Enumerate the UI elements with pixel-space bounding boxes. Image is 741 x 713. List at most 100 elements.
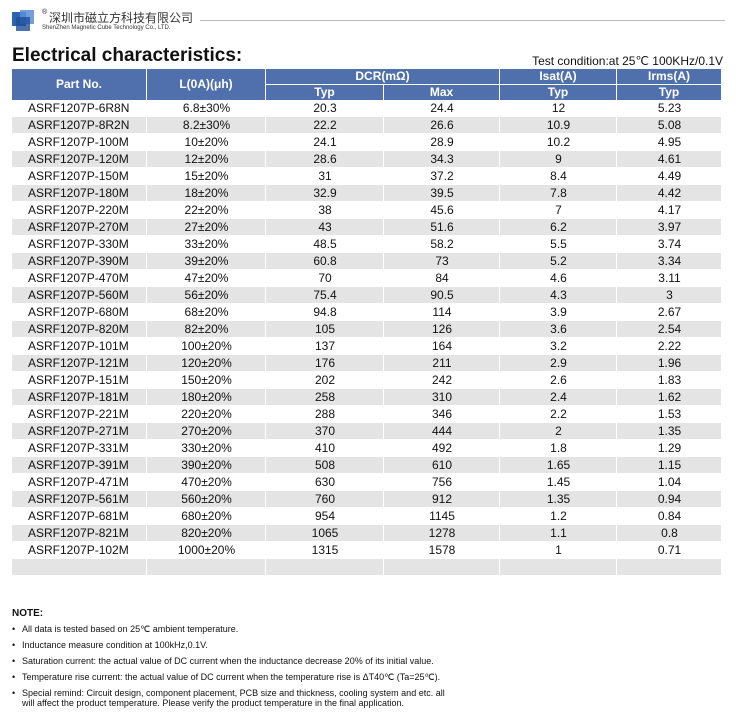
cell-value: 5.5 (550, 237, 567, 251)
cell-value: 4.6 (550, 271, 567, 285)
cell-value: 220±20% (181, 407, 232, 421)
row-shade (617, 559, 721, 575)
row-shade (266, 559, 383, 575)
cell-value: 2.54 (657, 322, 682, 336)
cell-value: 492 (431, 441, 453, 455)
cell-value: 3.6 (550, 322, 567, 336)
header-cell: L(0A)(μh) (147, 69, 265, 100)
title: Electrical characteristics: (12, 45, 243, 66)
cell-value: 31 (318, 169, 332, 183)
cell-value: 26.6 (430, 118, 454, 132)
cell-value: 56±20% (184, 288, 229, 302)
row-shade (147, 253, 265, 269)
cell-value: 288 (314, 407, 336, 421)
row-shade (12, 355, 146, 371)
part-number: ASRF1207P-680M (28, 305, 129, 319)
cell-value: 6.8±30% (182, 101, 231, 115)
part-number: ASRF1207P-560M (28, 288, 129, 302)
cell-value: 1.35 (657, 424, 682, 438)
cell-value: 3.34 (657, 254, 682, 268)
row-shade (12, 151, 146, 167)
row-shade (384, 151, 499, 167)
cell-value: 470±20% (181, 475, 232, 489)
cell-value: 2.22 (657, 339, 682, 353)
cell-value: 0.8 (661, 526, 678, 540)
cell-value: 37.2 (430, 169, 454, 183)
cell-value: 51.6 (430, 220, 454, 234)
row-shade (617, 457, 721, 473)
part-number: ASRF1207P-330M (28, 237, 129, 251)
note-item: Temperature rise current: the actual val… (12, 672, 452, 682)
cell-value: 2.67 (657, 305, 682, 319)
row-shade (12, 185, 146, 201)
row-shade (12, 389, 146, 405)
row-shade (147, 151, 265, 167)
cell-value: 126 (431, 322, 453, 336)
cell-value: 1.65 (546, 458, 571, 472)
cell-value: 346 (431, 407, 453, 421)
cell-value: 8.4 (550, 169, 567, 183)
cell-value: 211 (432, 356, 452, 370)
cell-value: 1065 (311, 526, 339, 540)
part-number: ASRF1207P-471M (28, 475, 129, 489)
cell-value: 75.4 (313, 288, 337, 302)
cell-value: 610 (431, 458, 453, 472)
part-number: ASRF1207P-470M (28, 271, 129, 285)
row-shade (12, 253, 146, 269)
cell-value: 0.71 (657, 543, 682, 557)
part-number: ASRF1207P-391M (28, 458, 129, 472)
part-number: ASRF1207P-120M (28, 152, 129, 166)
cell-value: 1.45 (546, 475, 571, 489)
row-shade (12, 287, 146, 303)
row-shade (147, 355, 265, 371)
cell-value: 3.2 (550, 339, 567, 353)
cell-value: 4.61 (657, 152, 682, 166)
cell-value: 1.96 (657, 356, 682, 370)
cell-value: 27±20% (184, 220, 229, 234)
cell-value: 1.8 (550, 441, 567, 455)
row-shade (500, 423, 616, 439)
row-shade (500, 117, 616, 133)
cell-value: 24.4 (430, 101, 454, 115)
row-shade (384, 185, 499, 201)
cell-value: 1.35 (546, 492, 571, 506)
header-sub-cell: Typ (617, 85, 721, 100)
row-shade (266, 491, 383, 507)
cell-value: 94.8 (313, 305, 337, 319)
row-shade (266, 355, 383, 371)
cell-value: 4.3 (550, 288, 567, 302)
cell-value: 680±20% (181, 509, 232, 523)
header-sub-cell: Max (384, 85, 499, 100)
row-shade (384, 389, 499, 405)
row-shade (617, 491, 721, 507)
notes-title: NOTE: (12, 608, 44, 619)
row-shade (500, 491, 616, 507)
row-shade (384, 355, 499, 371)
row-shade (147, 491, 265, 507)
row-shade (617, 423, 721, 439)
row-shade (617, 253, 721, 269)
part-number: ASRF1207P-390M (28, 254, 129, 268)
cell-value: 2.4 (550, 390, 567, 404)
row-shade (12, 525, 146, 541)
note-item: Saturation current: the actual value of … (12, 656, 452, 666)
cell-value: 22.2 (313, 118, 337, 132)
cell-value: 137 (314, 339, 336, 353)
cell-value: 560±20% (181, 492, 232, 506)
part-number: ASRF1207P-561M (28, 492, 129, 506)
row-shade (266, 117, 383, 133)
cell-value: 33±20% (184, 237, 229, 251)
part-number: ASRF1207P-101M (28, 339, 129, 353)
cell-value: 28.9 (430, 135, 454, 149)
cell-value: 2.6 (550, 373, 567, 387)
cell-value: 12±20% (184, 152, 229, 166)
cell-value: 202 (314, 373, 336, 387)
row-shade (12, 117, 146, 133)
cell-value: 58.2 (430, 237, 454, 251)
row-shade (147, 219, 265, 235)
cell-value: 270±20% (181, 424, 232, 438)
row-shade (384, 559, 499, 575)
cell-value: 1.53 (657, 407, 682, 421)
cell-value: 444 (431, 424, 453, 438)
